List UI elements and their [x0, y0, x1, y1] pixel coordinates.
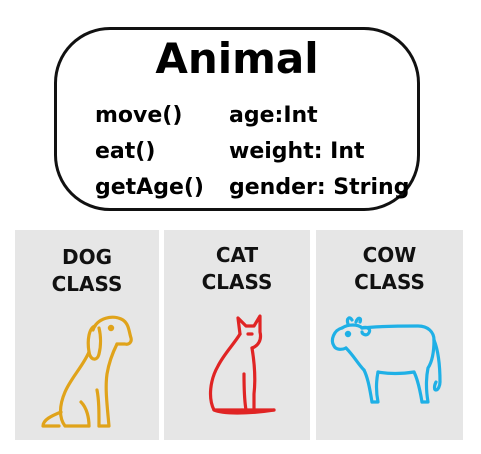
animal-class-box: Animal move() eat() getAge() age:Int wei…: [54, 27, 420, 211]
attribute-weight: weight: Int: [229, 139, 365, 164]
dog-icon: [37, 308, 137, 430]
cow-class-panel: COW CLASS: [316, 230, 463, 440]
dog-class-panel: DOG CLASS: [15, 230, 159, 440]
attributes-list: age:Int weight: Int gender: String: [229, 98, 409, 206]
method-move: move(): [95, 103, 183, 128]
cat-class-panel: CAT CLASS: [164, 230, 310, 440]
cat-class-label: CAT CLASS: [164, 242, 310, 296]
dog-label-line2: CLASS: [51, 272, 123, 296]
cat-icon: [198, 314, 278, 418]
cat-label-line2: CLASS: [201, 270, 273, 294]
cow-icon: [328, 316, 450, 412]
dog-label-line1: DOG: [61, 245, 113, 269]
methods-list: move() eat() getAge(): [95, 98, 204, 206]
dog-class-label: DOG CLASS: [15, 244, 159, 298]
method-eat: eat(): [95, 139, 156, 164]
cow-label-line1: COW: [362, 243, 417, 267]
cow-class-label: COW CLASS: [316, 242, 463, 296]
method-get-age: getAge(): [95, 175, 204, 200]
class-title: Animal: [155, 34, 319, 83]
cow-label-line2: CLASS: [354, 270, 425, 294]
attribute-age: age:Int: [229, 103, 318, 128]
attribute-gender: gender: String: [229, 175, 410, 200]
cat-label-line1: CAT: [215, 243, 259, 267]
